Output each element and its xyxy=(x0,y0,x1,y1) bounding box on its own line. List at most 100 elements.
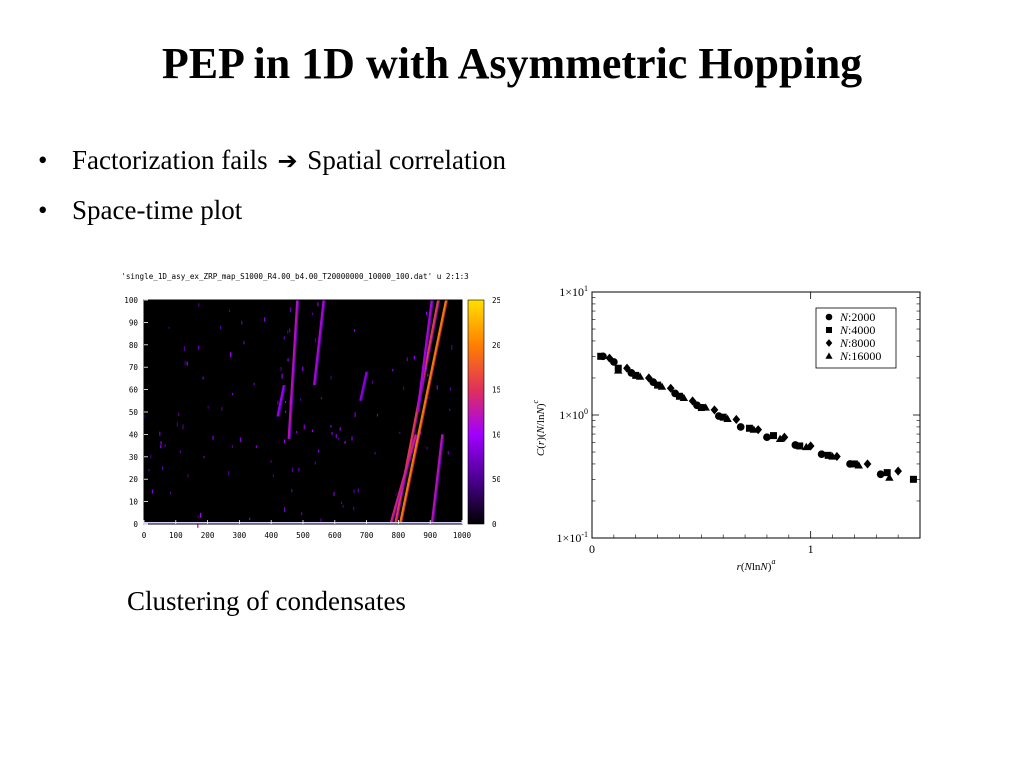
scatter-point-circle xyxy=(736,423,745,431)
scatter-point-square xyxy=(654,381,662,389)
heatmap-cell xyxy=(186,361,188,366)
heatmap-y-tick-label: 80 xyxy=(129,341,139,350)
heatmap-cell xyxy=(243,341,245,345)
bullet-text: Space-time plot xyxy=(72,195,243,225)
heatmap-streak-core xyxy=(401,299,449,525)
heatmap-cell xyxy=(320,518,322,522)
bullet-item-factorization: • Factorization fails ➔ Spatial correlat… xyxy=(38,142,506,192)
heatmap-cell xyxy=(353,506,355,511)
legend-entry-label: N:16000 xyxy=(839,349,881,363)
space-time-heatmap: 'single_1D_asy_ex_ZRP_map_S1000_R4.00_b4… xyxy=(121,272,500,540)
heatmap-cell xyxy=(148,469,150,472)
heatmap-cell xyxy=(219,326,222,330)
heatmap-y-tick-label: 90 xyxy=(129,318,139,327)
heatmap-streak xyxy=(359,371,368,402)
heatmap-cell xyxy=(284,507,286,513)
colorbar-tick-label: 200 xyxy=(492,341,500,350)
scatter-point-diamond xyxy=(833,451,841,462)
scatter-point-square xyxy=(883,469,891,477)
heatmap-cell xyxy=(287,330,289,334)
heatmap-cell xyxy=(426,311,428,315)
scatter-point-diamond xyxy=(732,414,741,425)
heatmap-cell xyxy=(241,320,243,325)
scatter-point-triangle xyxy=(635,372,645,380)
heatmap-cell xyxy=(339,427,341,431)
heatmap-cell xyxy=(202,376,204,380)
heatmap-cell xyxy=(330,425,332,428)
heatmap-cell xyxy=(198,303,200,307)
heatmap-cell xyxy=(376,413,379,417)
heatmap-cell xyxy=(342,504,344,508)
heatmap-y-tick-label: 100 xyxy=(124,296,138,305)
scatter-x-tick-label: 0 xyxy=(589,542,595,556)
heatmap-cell xyxy=(160,441,162,445)
heatmap-cell xyxy=(212,435,214,440)
heatmap-cell xyxy=(298,467,300,472)
scatter-point-diamond xyxy=(863,459,872,469)
scatter-point-triangle xyxy=(854,461,863,469)
scatter-point-square xyxy=(850,460,858,468)
bullet-text: Factorization fails xyxy=(72,145,268,175)
bullet-list: • Factorization fails ➔ Spatial correlat… xyxy=(38,142,506,242)
figure-caption: Clustering of condensates xyxy=(127,586,406,616)
heatmap-cell xyxy=(221,407,223,411)
heatmap-streak-core xyxy=(315,299,326,386)
scatter-point-triangle xyxy=(657,382,667,390)
heatmap-cell xyxy=(281,373,283,379)
heatmap-cell xyxy=(291,467,293,473)
heatmap-x-tick-label: 200 xyxy=(201,531,215,540)
heatmap-cell xyxy=(406,357,408,362)
heatmap-cell xyxy=(354,329,356,332)
heatmap-cell xyxy=(399,431,401,434)
heatmap-streak xyxy=(313,299,325,386)
heatmap-cell xyxy=(395,493,397,496)
colorbar-tick-label: 100 xyxy=(492,430,500,439)
heatmap-title: 'single_1D_asy_ex_ZRP_map_S1000_R4.00_b4… xyxy=(121,272,468,281)
heatmap-x-tick-label: 400 xyxy=(264,531,278,540)
scatter-point-circle xyxy=(763,433,771,442)
heatmap-cell xyxy=(280,367,282,372)
scatter-y-axis-label: C(r)(N/lnN)c xyxy=(531,399,547,456)
heatmap-streak xyxy=(389,434,417,525)
heatmap-cell xyxy=(272,474,274,478)
scatter-point-triangle xyxy=(749,425,759,433)
heatmap-cell xyxy=(230,352,232,357)
heatmap-cell xyxy=(449,408,451,411)
scatter-point-diamond xyxy=(688,396,697,406)
heatmap-cell xyxy=(277,400,279,405)
heatmap-cell xyxy=(314,461,316,465)
scatter-x-tick-label: 1 xyxy=(808,542,814,556)
heatmap-cell xyxy=(178,412,180,417)
heatmap-cell xyxy=(283,439,285,444)
heatmap-x-tick-label: 100 xyxy=(169,531,183,540)
scatter-point-diamond xyxy=(780,432,789,442)
heatmap-y-tick-label: 40 xyxy=(129,430,139,439)
heatmap-cell xyxy=(164,444,166,447)
scatter-point-square xyxy=(597,352,605,360)
scatter-point-square xyxy=(745,424,753,432)
heatmap-cell xyxy=(162,466,164,470)
heatmap-cell xyxy=(447,451,449,455)
scatter-point-square xyxy=(697,404,705,412)
heatmap-cell xyxy=(289,400,291,405)
heatmap-cell xyxy=(283,336,285,340)
heatmap-cell xyxy=(317,302,319,307)
colorbar xyxy=(467,299,485,525)
heatmap-cell xyxy=(426,446,428,450)
heatmap-streak-core xyxy=(289,299,300,439)
scatter-point-triangle xyxy=(885,473,894,481)
heatmap-cell xyxy=(168,326,170,329)
heatmap-cell xyxy=(353,489,355,494)
correlation-scatter-plot: 1×10-1 1×100 1×101 0 1 N:2000N:4000N:8000N:… xyxy=(531,284,921,573)
legend-marker-triangle xyxy=(825,352,833,359)
right-arrow-icon: ➔ xyxy=(277,147,298,175)
heatmap-x-tick-label: 700 xyxy=(360,531,374,540)
heatmap-cell xyxy=(151,489,153,494)
heatmap-cell xyxy=(264,317,266,322)
heatmap-cell xyxy=(338,437,340,441)
heatmap-cell xyxy=(354,412,356,418)
heatmap-y-tick-label: 20 xyxy=(129,475,139,484)
heatmap-cell xyxy=(374,452,376,455)
heatmap-cell xyxy=(270,460,272,463)
heatmap-streak xyxy=(276,384,285,417)
